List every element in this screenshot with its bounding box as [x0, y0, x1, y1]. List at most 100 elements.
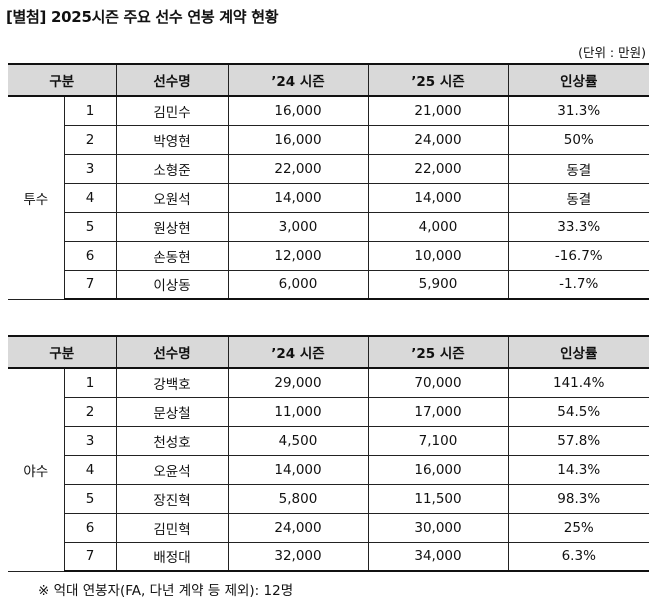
document-title: [별첨] 2025시즌 주요 선수 연봉 계약 현황: [6, 8, 279, 26]
row-number-cell: 3: [63, 153, 117, 184]
raise-rate-cell: 14.3%: [507, 454, 649, 485]
salary-25-cell: 34,000: [367, 541, 509, 572]
row-number-cell: 3: [63, 425, 117, 456]
raise-rate-cell: 6.3%: [507, 541, 649, 572]
raise-rate-cell: 98.3%: [507, 483, 649, 514]
header-player-name: 선수명: [115, 63, 229, 97]
table-row: 2 박영현 16,000 24,000 50%: [8, 124, 649, 155]
player-name-cell: 강백호: [115, 367, 229, 398]
table-row: 7 배정대 32,000 34,000 6.3%: [8, 541, 649, 572]
table-row: 2 문상철 11,000 17,000 54.5%: [8, 396, 649, 427]
row-number-cell: 1: [63, 95, 117, 126]
salary-24-cell: 12,000: [227, 240, 369, 271]
player-name-cell: 오윤석: [115, 454, 229, 485]
row-number-cell: 6: [63, 240, 117, 271]
raise-rate-cell: -16.7%: [507, 240, 649, 271]
salary-24-cell: 14,000: [227, 182, 369, 213]
salary-25-cell: 30,000: [367, 512, 509, 543]
salary-24-cell: 14,000: [227, 454, 369, 485]
salary-24-cell: 29,000: [227, 367, 369, 398]
row-number-cell: 4: [63, 182, 117, 213]
header-category: 구분: [8, 63, 117, 97]
raise-rate-cell: 31.3%: [507, 95, 649, 126]
salary-25-cell: 5,900: [367, 269, 509, 300]
player-name-cell: 김민수: [115, 95, 229, 126]
header-season-24: ’24 시즌: [227, 63, 369, 97]
raise-rate-cell: 동결: [507, 182, 649, 213]
table-row: 6 김민혁 24,000 30,000 25%: [8, 512, 649, 543]
player-name-cell: 장진혁: [115, 483, 229, 514]
salary-25-cell: 7,100: [367, 425, 509, 456]
table-row: 투수 1 김민수 16,000 21,000 31.3%: [8, 95, 649, 300]
row-number-cell: 2: [63, 396, 117, 427]
table-row: 야수 1 강백호 29,000 70,000 141.4%: [8, 367, 649, 572]
salary-25-cell: 22,000: [367, 153, 509, 184]
raise-rate-cell: 동결: [507, 153, 649, 184]
table-row: 7 이상동 6,000 5,900 -1.7%: [8, 269, 649, 300]
player-name-cell: 문상철: [115, 396, 229, 427]
header-player-name: 선수명: [115, 335, 229, 369]
row-number-cell: 7: [63, 541, 117, 572]
raise-rate-cell: -1.7%: [507, 269, 649, 300]
header-season-25: ’25 시즌: [367, 335, 509, 369]
player-name-cell: 천성호: [115, 425, 229, 456]
salary-24-cell: 3,000: [227, 211, 369, 242]
raise-rate-cell: 50%: [507, 124, 649, 155]
salary-25-cell: 14,000: [367, 182, 509, 213]
salary-25-cell: 10,000: [367, 240, 509, 271]
table-row: 4 오윤석 14,000 16,000 14.3%: [8, 454, 649, 485]
raise-rate-cell: 54.5%: [507, 396, 649, 427]
table-header-row: 구분 선수명 ’24 시즌 ’25 시즌 인상률: [8, 63, 649, 97]
salary-24-cell: 32,000: [227, 541, 369, 572]
row-number-cell: 2: [63, 124, 117, 155]
salary-25-cell: 17,000: [367, 396, 509, 427]
header-raise-rate: 인상률: [507, 335, 649, 369]
table-header-row: 구분 선수명 ’24 시즌 ’25 시즌 인상률: [8, 335, 649, 369]
pitcher-salary-table: 구분 선수명 ’24 시즌 ’25 시즌 인상률 투수 1 김민수 16,000 21,…: [8, 63, 649, 300]
batter-salary-table: 구분 선수명 ’24 시즌 ’25 시즌 인상률 야수 1 강백호 29,000 70,…: [8, 335, 649, 572]
table-row: 5 원상현 3,000 4,000 33.3%: [8, 211, 649, 242]
salary-24-cell: 22,000: [227, 153, 369, 184]
row-number-cell: 5: [63, 483, 117, 514]
header-season-25: ’25 시즌: [367, 63, 509, 97]
salary-24-cell: 11,000: [227, 396, 369, 427]
raise-rate-cell: 141.4%: [507, 367, 649, 398]
table-row: 5 장진혁 5,800 11,500 98.3%: [8, 483, 649, 514]
table-row: 3 천성호 4,500 7,100 57.8%: [8, 425, 649, 456]
row-number-cell: 4: [63, 454, 117, 485]
category-cell: 투수: [8, 95, 65, 300]
row-number-cell: 7: [63, 269, 117, 300]
salary-24-cell: 4,500: [227, 425, 369, 456]
player-name-cell: 박영현: [115, 124, 229, 155]
unit-note: (단위 : 만원): [578, 45, 646, 60]
salary-24-cell: 6,000: [227, 269, 369, 300]
raise-rate-cell: 25%: [507, 512, 649, 543]
player-name-cell: 이상동: [115, 269, 229, 300]
salary-25-cell: 21,000: [367, 95, 509, 126]
raise-rate-cell: 57.8%: [507, 425, 649, 456]
player-name-cell: 소형준: [115, 153, 229, 184]
salary-24-cell: 16,000: [227, 95, 369, 126]
salary-24-cell: 16,000: [227, 124, 369, 155]
row-number-cell: 5: [63, 211, 117, 242]
salary-25-cell: 70,000: [367, 367, 509, 398]
player-name-cell: 배정대: [115, 541, 229, 572]
salary-24-cell: 5,800: [227, 483, 369, 514]
header-category: 구분: [8, 335, 117, 369]
salary-25-cell: 24,000: [367, 124, 509, 155]
salary-25-cell: 16,000: [367, 454, 509, 485]
salary-25-cell: 4,000: [367, 211, 509, 242]
footnote: ※ 억대 연봉자(FA, 다년 계약 등 제외): 12명: [38, 583, 294, 599]
table-row: 4 오원석 14,000 14,000 동결: [8, 182, 649, 213]
row-number-cell: 1: [63, 367, 117, 398]
player-name-cell: 원상현: [115, 211, 229, 242]
category-cell: 야수: [8, 367, 65, 572]
row-number-cell: 6: [63, 512, 117, 543]
salary-24-cell: 24,000: [227, 512, 369, 543]
header-season-24: ’24 시즌: [227, 335, 369, 369]
header-raise-rate: 인상률: [507, 63, 649, 97]
salary-25-cell: 11,500: [367, 483, 509, 514]
table-row: 6 손동현 12,000 10,000 -16.7%: [8, 240, 649, 271]
table-row: 3 소형준 22,000 22,000 동결: [8, 153, 649, 184]
raise-rate-cell: 33.3%: [507, 211, 649, 242]
